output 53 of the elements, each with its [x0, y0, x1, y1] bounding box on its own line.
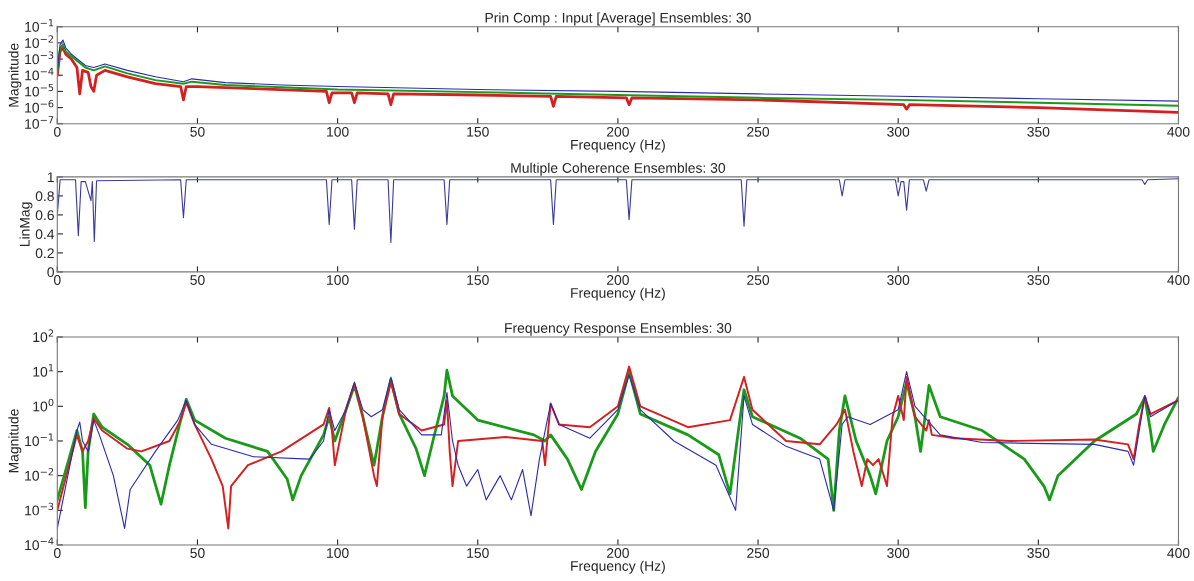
x-tick-label: 300: [887, 275, 910, 285]
y-tick-label: 10$^{−5}$: [25, 83, 54, 97]
x-tick-label: 150: [467, 275, 489, 285]
x-tick-label: 400: [1167, 548, 1190, 558]
x-tick-label: 100: [327, 548, 349, 558]
x-tick-label: 250: [747, 126, 770, 137]
y-tick-label: 10$^{−6}$: [25, 99, 54, 113]
x-tick-label: 350: [1027, 275, 1050, 285]
x-axis-title: Frequency (Hz): [571, 287, 665, 301]
y-tick-label: 10$^{−1}$: [25, 433, 54, 447]
x-tick-label: 150: [467, 126, 489, 137]
x-axis-title: Frequency (Hz): [571, 560, 665, 574]
x-tick-label: 250: [747, 275, 770, 285]
y-tick-label: 0.2: [35, 248, 54, 259]
x-tick-label: 50: [190, 126, 205, 137]
y-tick-label: 10$^{−3}$: [25, 502, 54, 516]
y-tick-label: 10$^{−4}$: [25, 537, 54, 551]
y-tick-label: 10$^{−2}$: [25, 35, 54, 48]
y-tick-label: 0.8: [35, 191, 54, 202]
y-tick-label: 0: [47, 267, 54, 278]
x-tick-label: 250: [747, 548, 770, 558]
x-tick-label: 200: [607, 126, 629, 137]
x-tick-label: 400: [1167, 126, 1190, 137]
y-tick-label: 10$^{−7}$: [25, 116, 54, 129]
x-tick-label: 350: [1027, 126, 1050, 137]
y-tick-label: 0.6: [35, 210, 54, 221]
x-tick-label: 200: [607, 275, 629, 285]
x-tick-label: 400: [1167, 275, 1190, 285]
y-axis-title: LinMag: [19, 202, 33, 247]
x-tick-label: 350: [1027, 548, 1050, 558]
y-tick-label: 10$^{1}$: [33, 364, 54, 377]
x-tick-label: 50: [190, 548, 205, 558]
y-tick-label: 10$^{0}$: [33, 398, 54, 412]
y-tick-label: 10$^{−4}$: [25, 67, 54, 81]
x-tick-label: 300: [887, 548, 910, 558]
y-tick-label: 10$^{−3}$: [25, 51, 54, 65]
x-axis-title: Frequency (Hz): [571, 139, 665, 153]
chart-title: Prin Comp : Input [Average] Ensembles: 30: [485, 12, 751, 26]
x-tick-label: 50: [190, 275, 205, 285]
y-axis-title: Magnitude: [8, 409, 22, 473]
x-tick-label: 200: [607, 548, 629, 558]
y-tick-label: 10$^{2}$: [33, 329, 54, 343]
x-tick-label: 300: [887, 126, 910, 137]
x-tick-label: 100: [327, 126, 349, 137]
y-tick-label: 10$^{−1}$: [25, 19, 54, 32]
y-tick-label: 10$^{−2}$: [25, 468, 54, 481]
y-tick-label: 1: [47, 172, 54, 182]
x-tick-label: 100: [327, 275, 349, 285]
chart-title: Multiple Coherence Ensembles: 30: [511, 162, 726, 176]
y-tick-label: 0.4: [35, 229, 55, 240]
chart-title: Frequency Response Ensembles: 30: [505, 322, 732, 336]
x-tick-label: 150: [467, 548, 489, 558]
y-axis-title: Magnitude: [8, 43, 22, 107]
